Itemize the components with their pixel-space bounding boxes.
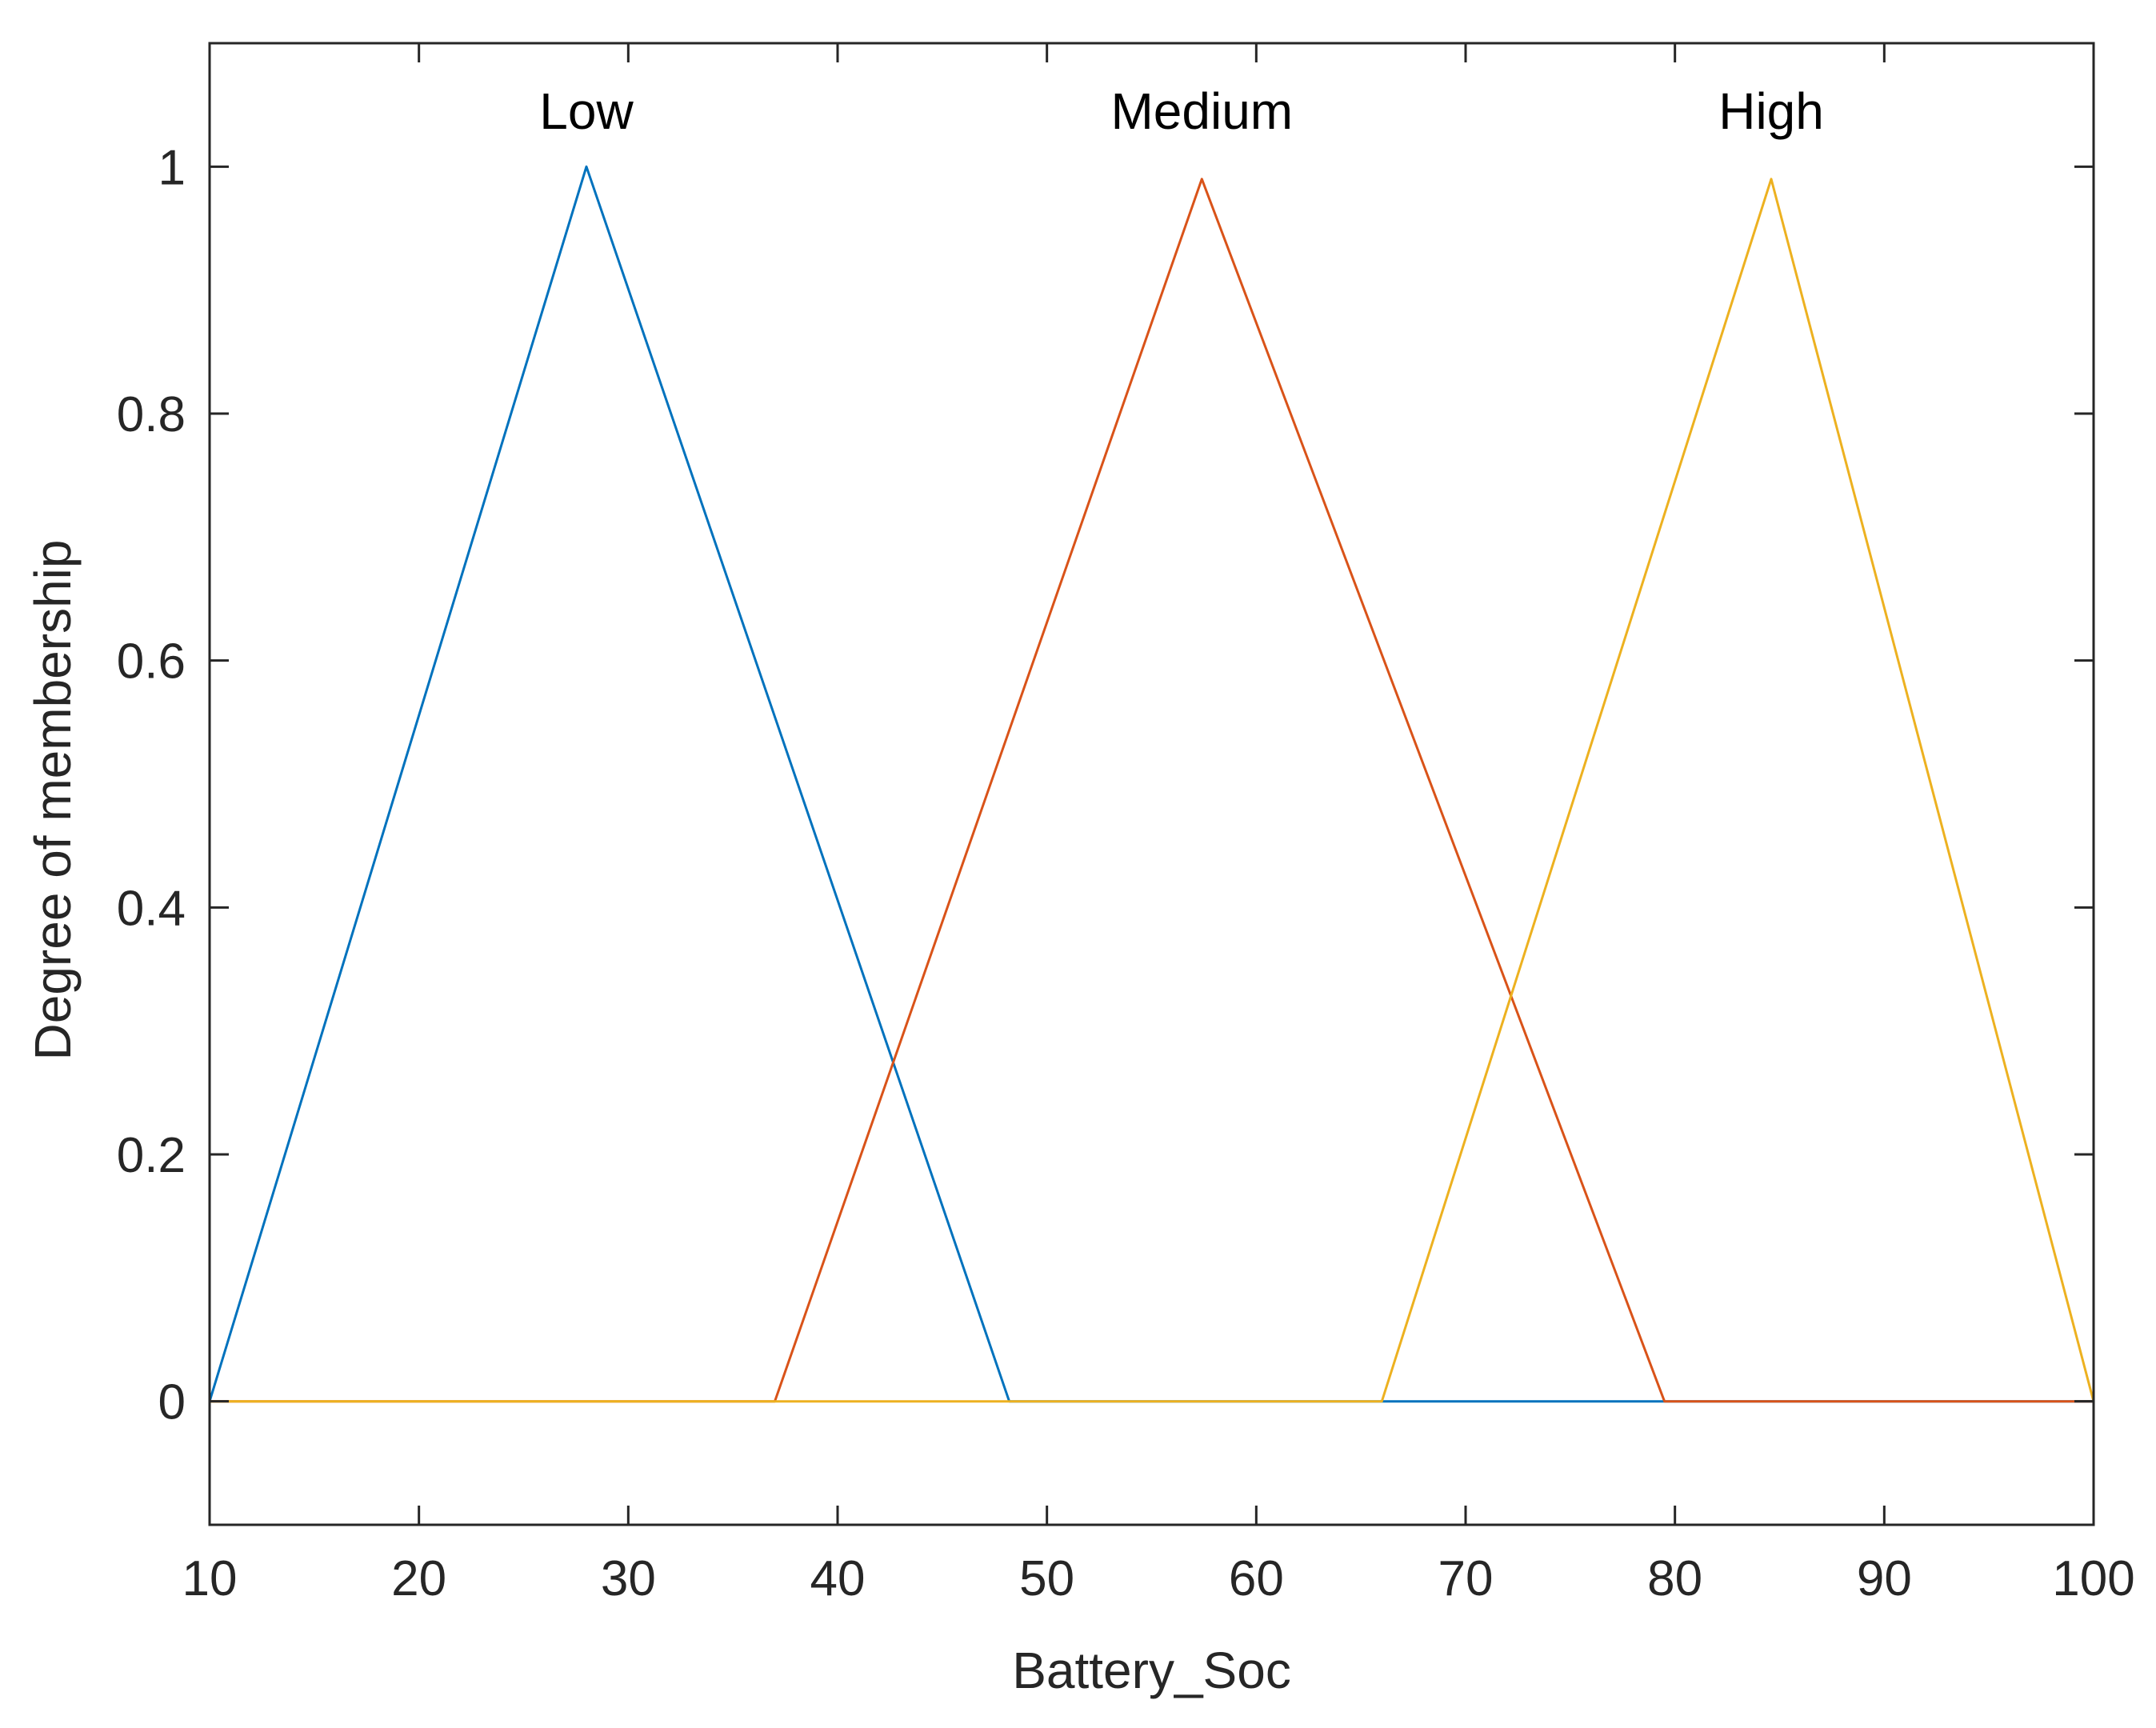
y-tick-label: 0.6 (117, 634, 186, 690)
y-axis-label: Degree of membership (24, 540, 82, 1061)
y-tick-label: 0.2 (117, 1128, 186, 1183)
x-tick-label: 40 (810, 1551, 866, 1606)
mf-label-high: High (1718, 82, 1824, 140)
x-tick-label: 80 (1647, 1551, 1702, 1606)
x-axis-label: Battery_Soc (1012, 1642, 1291, 1699)
x-tick-label: 50 (1019, 1551, 1074, 1606)
mf-label-medium: Medium (1110, 82, 1293, 140)
x-tick-label: 90 (1857, 1551, 1912, 1606)
mf-label-low: Low (539, 82, 634, 140)
axes-box (208, 42, 2095, 1526)
series-line-high (210, 178, 2095, 1403)
x-tick-label: 10 (182, 1551, 238, 1606)
y-tick-label: 0 (158, 1375, 186, 1430)
y-tick-label: 1 (158, 140, 186, 195)
x-tick-label: 30 (601, 1551, 656, 1606)
y-tick-label: 0.4 (117, 881, 186, 936)
x-tick-label: 100 (2052, 1551, 2134, 1606)
x-tick-label: 60 (1229, 1551, 1284, 1606)
series-line-low (208, 165, 2094, 1403)
y-tick-label: 0.8 (117, 387, 186, 442)
x-tick-label: 20 (391, 1551, 446, 1606)
x-tick-label: 70 (1438, 1551, 1494, 1606)
